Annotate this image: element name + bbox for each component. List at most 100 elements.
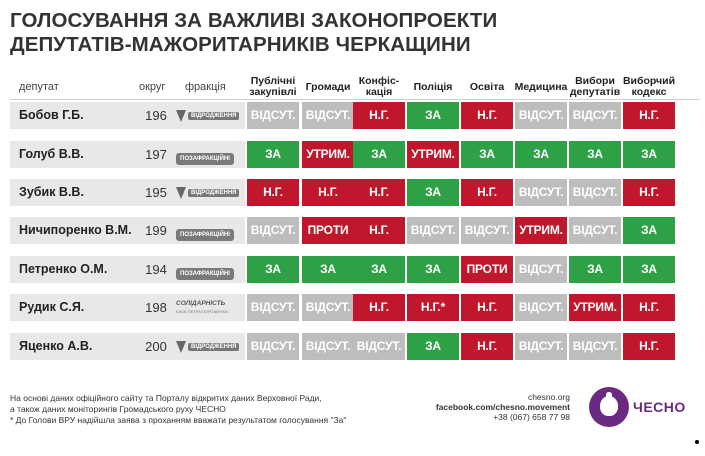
header-law-6: Вибори депутатів [569, 75, 621, 98]
vote-cell: Н.Г. [623, 294, 675, 321]
vote-cell: Н.Г. [353, 217, 405, 244]
vote-cell: ЗА [515, 141, 567, 168]
vote-cell: Н.Г. [623, 102, 675, 129]
site-link[interactable]: chesno.org [527, 392, 570, 402]
vote-cell: ЗА [623, 141, 675, 168]
vote-cell: Н.Г. [461, 179, 513, 206]
okrug-number: 196 [145, 108, 167, 123]
header-divider [10, 99, 700, 100]
title-line-2: ДЕПУТАТІВ-МАЖОРИТАРНИКІВ ЧЕРКАЩИНИ [10, 33, 471, 56]
vote-cell: ВІДСУТ. [461, 217, 513, 244]
deputy-info-box: Яценко А.В. 200 ВІДРОДЖЕННЯ [10, 333, 245, 360]
vozrodzhennia-logo-icon [176, 109, 186, 122]
header-law-2: Конфіс-кація [358, 75, 400, 98]
vozrodzhennia-logo-icon [176, 340, 186, 353]
header-law-4: Освіта [469, 80, 505, 93]
vote-cell: ВІДСУТ. [515, 294, 567, 321]
vote-cell: ЗА [569, 256, 621, 283]
vote-cell: УТРИМ. [302, 141, 354, 168]
vote-cell: УТРИМ. [407, 141, 459, 168]
vote-cell: ЗА [247, 256, 299, 283]
table-row: Зубик В.В. 195 ВІДРОДЖЕННЯ Н.Г. Н.Г. Н.Г. ЗА Н.… [10, 179, 700, 206]
vote-cell: ВІДСУТ. [515, 256, 567, 283]
okrug-number: 200 [145, 339, 167, 354]
deputy-name: Голуб В.В. [19, 147, 84, 161]
vote-cell: ЗА [623, 256, 675, 283]
header-law-3: Поліція [413, 80, 453, 93]
vote-cell: Н.Г. [353, 102, 405, 129]
faction-label: ПОЗАФРАКЦІЙНІ [176, 229, 234, 241]
vote-cell: Н.Г. [623, 179, 675, 206]
phone-number: +38 (067) 658 77 98 [493, 412, 570, 422]
deputy-info-box: Петренко О.М. 194 ПОЗАФРАКЦІЙНІ [10, 256, 245, 283]
faction-badge: ПОЗАФРАКЦІЙНІ [176, 262, 242, 280]
okrug-number: 199 [145, 223, 167, 238]
table-row: Яценко А.В. 200 ВІДРОДЖЕННЯ ВІДСУТ. ВІДСУТ. В… [10, 333, 700, 360]
deputy-name: Яценко А.В. [19, 339, 93, 353]
deputy-info-box: Зубик В.В. 195 ВІДРОДЖЕННЯ [10, 179, 245, 206]
faction-badge: ПОЗАФРАКЦІЙНІ [176, 223, 242, 241]
vote-cell: ВІДСУТ. [407, 217, 459, 244]
header-okrug: округ [139, 80, 166, 93]
chesno-logo-text: ЧЕСНО [633, 399, 686, 415]
deputy-name: Ничипоренко В.М. [19, 223, 132, 237]
page-title: ГОЛОСУВАННЯ ЗА ВАЖЛИВІ ЗАКОНОПРОЕКТИ ДЕП… [10, 9, 497, 57]
header-law-0: Публічні закупівлі [249, 75, 297, 98]
vote-cell: ВІДСУТ. [569, 102, 621, 129]
chesno-logo-icon [589, 387, 629, 427]
vote-cell: Н.Г. [623, 333, 675, 360]
faction-label: ПОЗАФРАКЦІЙНІ [176, 268, 234, 280]
header-deputy: депутат [19, 80, 59, 93]
table-row: Петренко О.М. 194 ПОЗАФРАКЦІЙНІ ЗА ЗА ЗА ЗА ПРО… [10, 256, 700, 283]
deputy-info-box: Рудик С.Я. 198 СОЛІДАРНІСТЬ БЛОК ПЕТРА ПОРО… [10, 294, 245, 321]
vote-cell: Н.Г. [461, 333, 513, 360]
facebook-link[interactable]: facebook.com/chesno.movement [435, 402, 570, 412]
vote-cell: Н.Г. [353, 294, 405, 321]
vote-cell: Н.Г. [302, 179, 354, 206]
table-row: Рудик С.Я. 198 СОЛІДАРНІСТЬ БЛОК ПЕТРА ПОРО… [10, 294, 700, 321]
header-faction: фракція [185, 80, 226, 93]
footer-note: * До Голови ВРУ надійшла заява з проханн… [10, 415, 347, 425]
vote-cell: ЗА [353, 256, 405, 283]
table-row: Ничипоренко В.М. 199 ПОЗАФРАКЦІЙНІ ВІДСУТ. П… [10, 217, 700, 244]
vote-cell: ЗА [569, 141, 621, 168]
vote-cell: ЗА [623, 217, 675, 244]
faction-badge: ВІДРОДЖЕННЯ [176, 339, 242, 354]
vote-cell: ЗА [353, 141, 405, 168]
vote-cell: ВІДСУТ. [247, 217, 299, 244]
table-row: Голуб В.В. 197 ПОЗАФРАКЦІЙНІ ЗА УТРИМ. ЗА УТРИ… [10, 141, 700, 168]
vote-cell: УТРИМ. [515, 217, 567, 244]
deputy-name: Рудик С.Я. [19, 300, 85, 314]
vote-cell: ВІДСУТ. [302, 294, 354, 321]
faction-sublabel: БЛОК ПЕТРА ПОРОШЕНКА [176, 309, 228, 314]
header-law-1: Громади [305, 80, 351, 93]
faction-badge: СОЛІДАРНІСТЬ БЛОК ПЕТРА ПОРОШЕНКА [176, 300, 242, 315]
deputy-name: Петренко О.М. [19, 262, 108, 276]
vote-cell: ВІДСУТ. [569, 217, 621, 244]
vote-cell: ВІДСУТ. [515, 179, 567, 206]
faction-badge: ПОЗАФРАКЦІЙНІ [176, 147, 242, 165]
vote-cell: ВІДСУТ. [515, 333, 567, 360]
title-line-1: ГОЛОСУВАННЯ ЗА ВАЖЛИВІ ЗАКОНОПРОЕКТИ [10, 9, 498, 32]
vote-cell: Н.Г. [461, 102, 513, 129]
vote-cell: ЗА [407, 179, 459, 206]
faction-badge: ВІДРОДЖЕННЯ [176, 108, 242, 123]
decorative-dot [695, 440, 699, 444]
vote-cell: ЗА [302, 256, 354, 283]
vote-cell: УТРИМ. [569, 294, 621, 321]
footer-source-line-1: На основі даних офіційного сайту та Порт… [10, 393, 322, 403]
header-law-7: Виборчий кодекс [622, 75, 676, 98]
vote-cell: ВІДСУТ. [353, 333, 405, 360]
vote-cell: ВІДСУТ. [247, 333, 299, 360]
vote-cell: Н.Г.* [407, 294, 459, 321]
vote-cell: ВІДСУТ. [302, 333, 354, 360]
okrug-number: 197 [145, 147, 167, 162]
deputy-info-box: Голуб В.В. 197 ПОЗАФРАКЦІЙНІ [10, 141, 245, 168]
faction-badge: ВІДРОДЖЕННЯ [176, 185, 242, 200]
deputy-name: Зубик В.В. [19, 185, 84, 199]
vote-cell: Н.Г. [247, 179, 299, 206]
vote-cell: ВІДСУТ. [569, 179, 621, 206]
faction-label: СОЛІДАРНІСТЬ [176, 300, 226, 307]
vote-cell: ВІДСУТ. [247, 102, 299, 129]
vote-cell: ВІДСУТ. [247, 294, 299, 321]
